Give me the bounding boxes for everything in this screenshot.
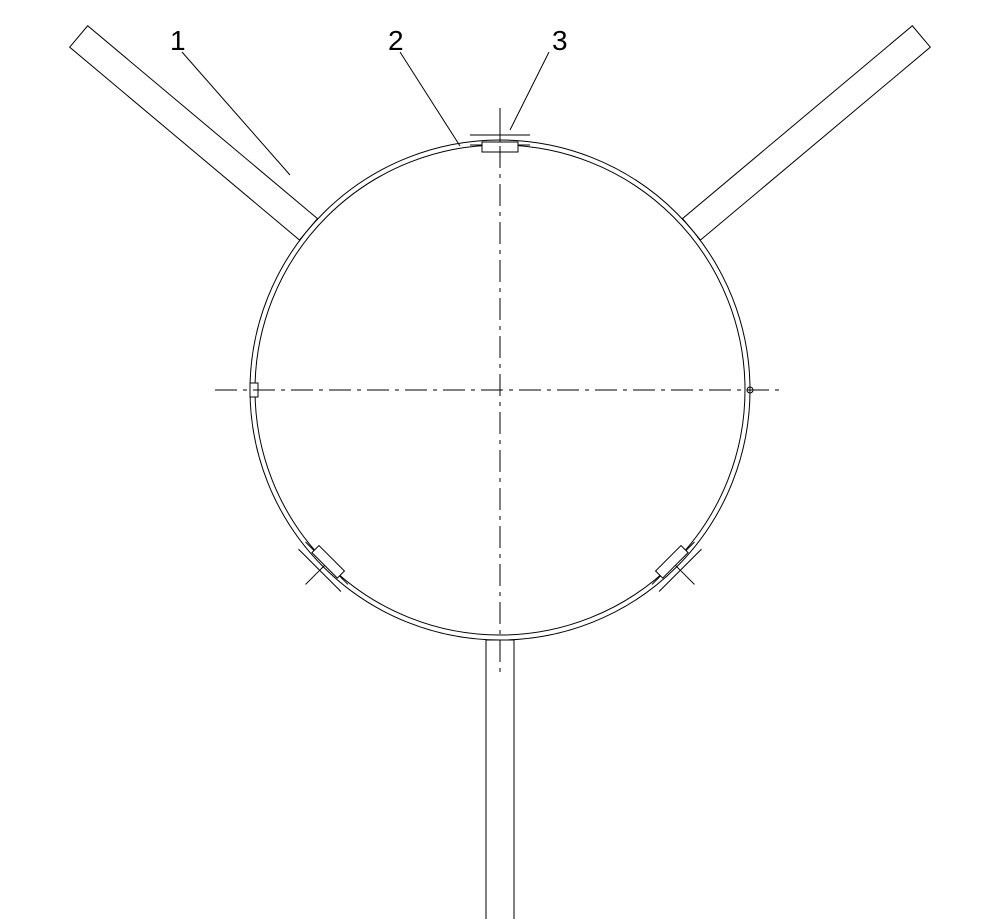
callout-label-2: 2	[388, 25, 404, 56]
callout-label-3: 3	[552, 25, 568, 56]
callout-label-1: 1	[170, 25, 186, 56]
